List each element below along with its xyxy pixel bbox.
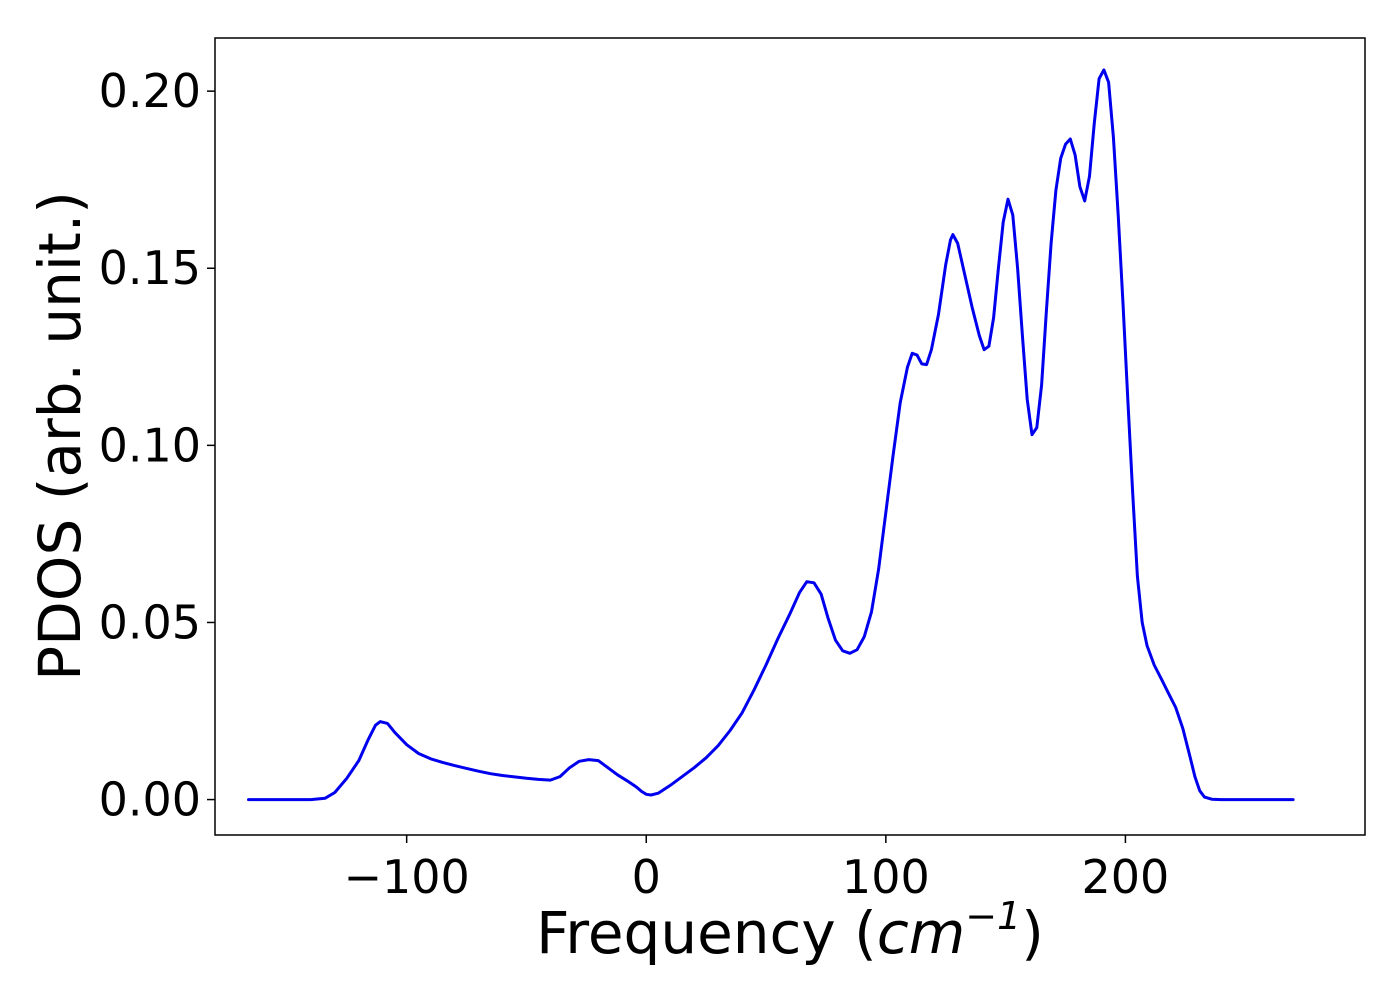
y-tick-label: 0.10 [99, 418, 201, 472]
y-axis-label: PDOS (arb. unit.) [26, 191, 94, 681]
y-tick-label: 0.05 [99, 595, 201, 649]
x-axis-label-unit-base: cm [877, 899, 965, 967]
x-tick-label: −100 [343, 850, 469, 904]
x-tick-label: 200 [1082, 850, 1170, 904]
plot-area [215, 38, 1365, 835]
axis-ticks: −100 0 100 200 0.00 0.05 0.10 0.15 0.20 [99, 64, 1170, 904]
x-axis-label-unit-exponent: −1 [965, 894, 1021, 938]
x-tick-label: 0 [632, 850, 661, 904]
pdos-series-line [247, 68, 1295, 802]
x-axis-label-text: Frequency ( [536, 899, 877, 967]
x-axis-label: Frequency (cm−1) [536, 894, 1044, 967]
y-tick-label: 0.20 [99, 64, 201, 118]
y-tick-label: 0.00 [99, 773, 201, 827]
x-tick-label: 100 [842, 850, 930, 904]
y-tick-label: 0.15 [99, 241, 201, 295]
plot-frame [214, 37, 1366, 836]
x-axis-label-close: ) [1021, 899, 1044, 967]
